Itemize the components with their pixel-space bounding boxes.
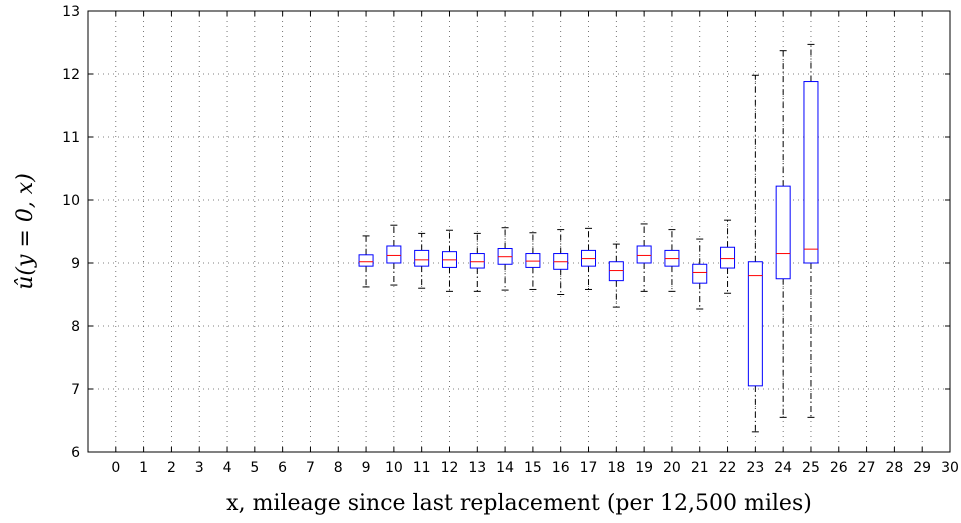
x-tick-label: 15	[524, 460, 542, 476]
x-tick-label: 20	[663, 460, 681, 476]
x-tick-label: 8	[334, 460, 343, 476]
grid-lines	[88, 10, 951, 453]
box-12	[441, 229, 457, 292]
iqr-box	[803, 81, 819, 264]
x-axis-label: x, mileage since last replacement (per 1…	[226, 491, 812, 516]
x-tick-label: 11	[413, 460, 431, 476]
x-tick-label: 10	[385, 460, 403, 476]
box-10	[386, 224, 402, 286]
x-tick-label: 28	[885, 460, 903, 476]
x-tick-label: 24	[774, 460, 792, 476]
box-17	[581, 227, 597, 290]
x-tick-label: 23	[746, 460, 764, 476]
x-tick-label: 5	[250, 460, 259, 476]
x-tick-label: 7	[306, 460, 315, 476]
x-tick-label: 3	[195, 460, 204, 476]
box-19	[636, 223, 652, 292]
box-22	[720, 219, 736, 294]
box-plots	[358, 43, 819, 433]
x-tick-label: 17	[580, 460, 598, 476]
iqr-box	[469, 253, 485, 269]
box-21	[692, 238, 708, 310]
box-25	[803, 43, 819, 418]
box-23	[747, 74, 763, 433]
box-14	[497, 227, 513, 291]
box-9	[358, 235, 374, 288]
iqr-box	[720, 246, 736, 269]
x-tick-label: 26	[830, 460, 848, 476]
x-tick-label: 1	[139, 460, 148, 476]
x-axis-ticks: 0 1 2 3 4 5 6 7 8 9 10 11 12 13 14 15 16 17 18 19 20 21 22 23 24…	[111, 11, 959, 476]
y-tick-label: 10	[62, 193, 80, 209]
x-tick-label: 14	[496, 460, 514, 476]
iqr-box	[636, 245, 652, 264]
x-tick-label: 27	[858, 460, 876, 476]
y-tick-label: 6	[71, 445, 80, 461]
x-tick-label: 22	[719, 460, 737, 476]
x-tick-label: 4	[223, 460, 232, 476]
box-24	[775, 50, 791, 418]
x-tick-label: 13	[468, 460, 486, 476]
iqr-box	[692, 263, 708, 284]
x-tick-label: 25	[802, 460, 820, 476]
x-tick-label: 18	[607, 460, 625, 476]
box-20	[664, 229, 680, 292]
x-tick-label: 16	[552, 460, 570, 476]
plot-frame	[87, 10, 951, 453]
y-tick-label: 7	[71, 382, 80, 398]
x-tick-label: 2	[167, 460, 176, 476]
box-18	[608, 243, 624, 308]
x-tick-label: 19	[635, 460, 653, 476]
iqr-box	[775, 185, 791, 280]
x-tick-label: 6	[278, 460, 287, 476]
box-13	[469, 232, 485, 292]
x-tick-label: 12	[441, 460, 459, 476]
x-tick-label: 0	[111, 460, 120, 476]
y-tick-label: 12	[62, 67, 80, 83]
iqr-box	[358, 254, 374, 267]
iqr-box	[608, 261, 624, 282]
iqr-box	[747, 261, 763, 387]
x-tick-label: 30	[941, 460, 959, 476]
y-tick-label: 8	[71, 319, 80, 335]
x-tick-label: 9	[362, 460, 371, 476]
box-11	[414, 232, 430, 289]
iqr-box	[525, 253, 541, 268]
box-15	[525, 232, 541, 290]
y-tick-label: 11	[62, 130, 80, 146]
y-tick-label: 13	[62, 4, 80, 20]
y-tick-label: 9	[71, 256, 80, 272]
iqr-box	[414, 249, 430, 267]
box-16	[553, 229, 569, 295]
x-tick-label: 21	[691, 460, 709, 476]
iqr-box	[386, 245, 402, 264]
x-tick-label: 29	[913, 460, 931, 476]
y-axis-ticks: 6 7 8 9 10 11 12 13	[62, 4, 950, 461]
y-axis-label: û(y = 0, x)	[13, 173, 38, 290]
